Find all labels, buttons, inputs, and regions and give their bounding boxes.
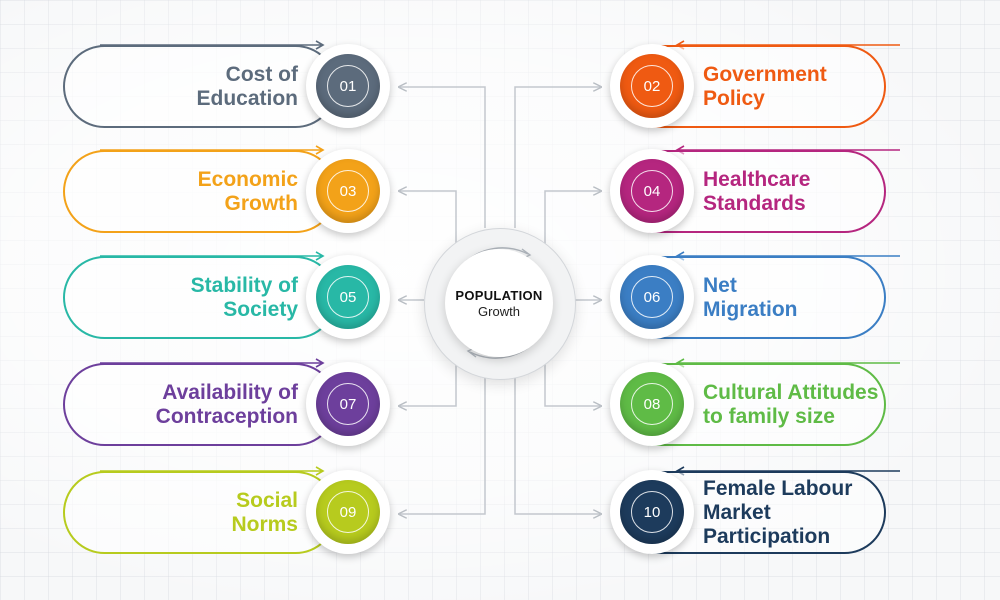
factor-label-line: Growth [224, 191, 299, 215]
factor-label-05: Stability of Society [70, 256, 298, 339]
factor-number: 08 [631, 383, 673, 425]
factor-card-07 [63, 363, 337, 446]
factor-number: 05 [327, 276, 369, 318]
factor-label-03: Economic Growth [70, 150, 298, 233]
factor-number: 10 [631, 491, 673, 533]
factor-label-line: Stability of [190, 273, 298, 297]
number-badge-icon: 09 [306, 470, 390, 554]
connector-04 [544, 191, 600, 244]
connector-09 [400, 378, 486, 514]
factor-number: 04 [631, 170, 673, 212]
factor-label-line: Policy [703, 86, 765, 110]
factor-label-line: Standards [703, 191, 806, 215]
number-badge-icon: 07 [306, 362, 390, 446]
factor-label-line: Government [703, 62, 827, 86]
number-badge-icon: 04 [610, 149, 694, 233]
factor-label-line: Market [703, 500, 771, 524]
number-badge-fill: 07 [316, 372, 380, 436]
factor-label-line: Contraception [155, 404, 298, 428]
number-badge-fill: 08 [620, 372, 684, 436]
connector-07 [400, 362, 457, 406]
factor-label-line: Society [223, 297, 298, 321]
number-badge-fill: 09 [316, 480, 380, 544]
factor-label-line: Economic [197, 167, 298, 191]
factor-number: 09 [327, 491, 369, 533]
factor-label-line: Healthcare [703, 167, 811, 191]
factor-label-line: Participation [703, 524, 831, 548]
connector-08 [544, 362, 600, 406]
number-badge-icon: 06 [610, 255, 694, 339]
connector-02 [514, 87, 600, 228]
factor-number: 06 [631, 276, 673, 318]
factor-number: 02 [631, 65, 673, 107]
center-hub: POPULATION Growth [445, 249, 553, 357]
factor-label-04: Healthcare Standards [703, 150, 935, 233]
connector-01 [400, 87, 486, 228]
factor-label-10: Female Labour Market Participation [703, 471, 935, 554]
number-badge-fill: 10 [620, 480, 684, 544]
factor-label-line: Cultural Attitudes [703, 380, 879, 404]
factor-label-09: Social Norms [70, 471, 298, 554]
factor-label-08: Cultural Attitudes to family size [703, 363, 935, 446]
number-badge-fill: 02 [620, 54, 684, 118]
center-subtitle: Growth [478, 303, 520, 319]
number-badge-icon: 01 [306, 44, 390, 128]
factor-label-line: Social [236, 488, 298, 512]
number-badge-fill: 04 [620, 159, 684, 223]
factor-label-line: Norms [231, 512, 298, 536]
factor-number: 07 [327, 383, 369, 425]
center-title: POPULATION [455, 287, 543, 303]
factor-label-06: Net Migration [703, 256, 935, 339]
number-badge-fill: 01 [316, 54, 380, 118]
factor-label-line: to family size [703, 404, 835, 428]
number-badge-icon: 08 [610, 362, 694, 446]
connector-03 [400, 191, 457, 244]
number-badge-icon: 02 [610, 44, 694, 128]
factor-card-09 [63, 471, 337, 554]
factor-label-line: Availability of [162, 380, 298, 404]
number-badge-icon: 03 [306, 149, 390, 233]
factor-number: 03 [327, 170, 369, 212]
factor-card-01 [63, 45, 337, 128]
number-badge-fill: 03 [316, 159, 380, 223]
factor-label-line: Female Labour [703, 476, 853, 500]
factor-card-03 [63, 150, 337, 233]
number-badge-icon: 10 [610, 470, 694, 554]
factor-card-05 [63, 256, 337, 339]
number-badge-fill: 05 [316, 265, 380, 329]
factor-label-line: Cost of [225, 62, 298, 86]
connector-10 [514, 378, 600, 514]
number-badge-fill: 06 [620, 265, 684, 329]
number-badge-icon: 05 [306, 255, 390, 339]
factor-label-01: Cost of Education [70, 45, 298, 128]
factor-number: 01 [327, 65, 369, 107]
factor-label-07: Availability of Contraception [70, 363, 298, 446]
factor-label-line: Migration [703, 297, 798, 321]
factor-label-line: Net [703, 273, 737, 297]
factor-label-02: Government Policy [703, 45, 935, 128]
factor-label-line: Education [196, 86, 298, 110]
